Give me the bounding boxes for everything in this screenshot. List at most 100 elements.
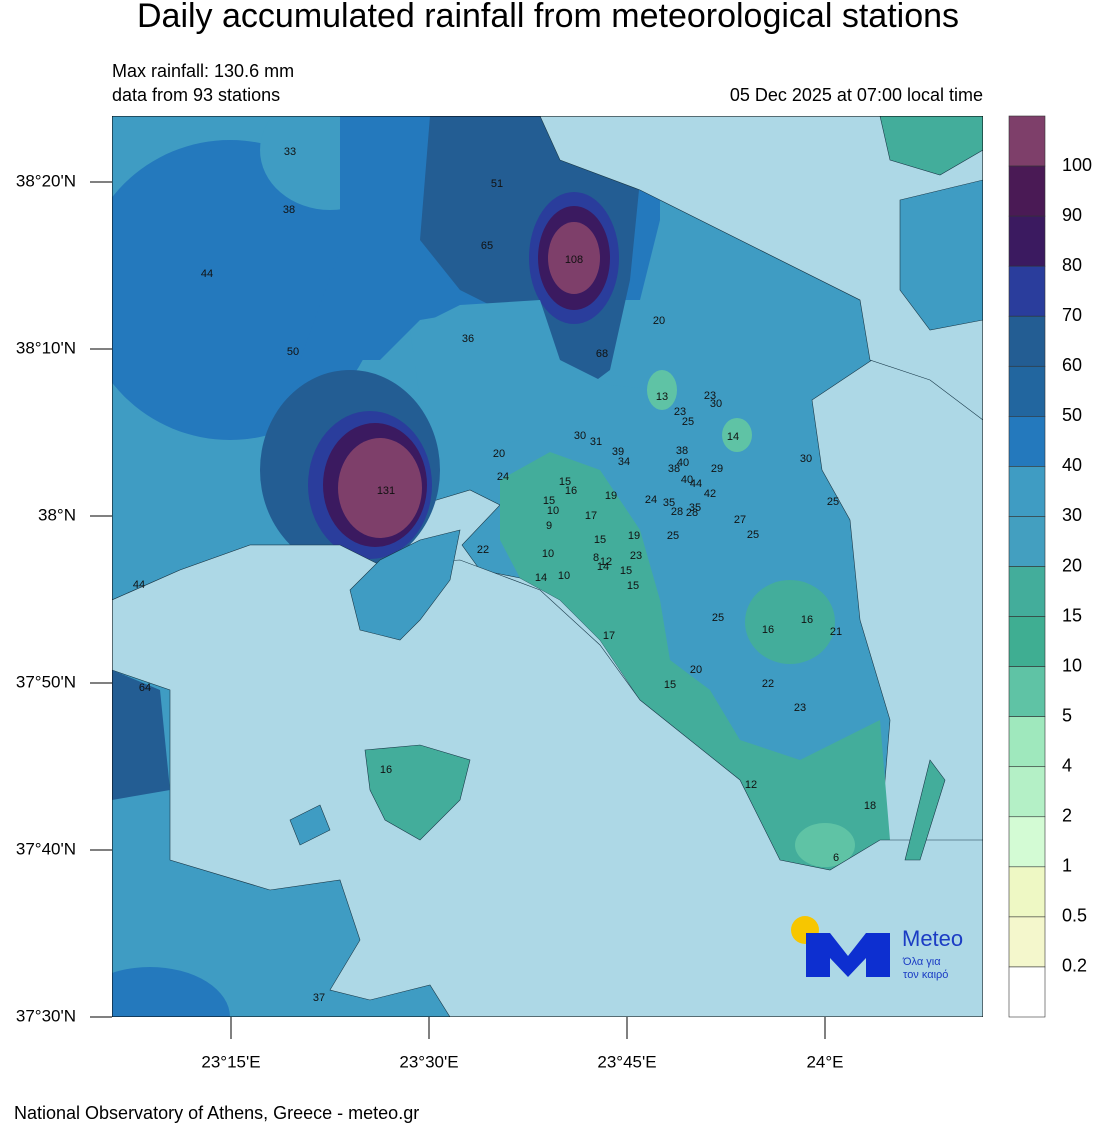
- colorbar-label: 15: [1062, 605, 1082, 625]
- contour-50: [112, 670, 170, 800]
- station-value: 16: [380, 764, 392, 776]
- colorbar-box: [1008, 966, 1046, 1018]
- colorbar-label: 40: [1062, 455, 1082, 475]
- colorbar-box: [1008, 115, 1046, 167]
- lat-tick-label: 37°30'N: [16, 1006, 76, 1025]
- colorbar-label: 90: [1062, 205, 1082, 225]
- logo-m: [806, 933, 890, 977]
- station-value: 27: [734, 514, 746, 526]
- footer: National Observatory of Athens, Greece -…: [14, 1103, 419, 1123]
- lat-tick-label: 38°N: [38, 505, 76, 524]
- colorbar-box: [1008, 916, 1046, 968]
- colorbar-box: [1008, 816, 1046, 868]
- max-rainfall: Max rainfall: 130.6 mm: [112, 61, 294, 81]
- colorbar-box: [1008, 265, 1046, 317]
- lon-tick-label: 23°30'E: [399, 1052, 458, 1071]
- colorbar-box: [1008, 716, 1046, 768]
- colorbar-label: 100: [1062, 155, 1092, 175]
- station-value: 131: [377, 485, 395, 497]
- station-value: 24: [645, 494, 657, 506]
- island-land: [289, 804, 331, 846]
- colorbar-box: [1008, 315, 1046, 367]
- station-value: 12: [600, 556, 612, 568]
- station-value: 14: [535, 572, 547, 584]
- station-value: 25: [827, 496, 839, 508]
- colorbar-box: [1008, 766, 1046, 818]
- station-value: 33: [284, 146, 296, 158]
- colorbar-box: [1008, 866, 1046, 918]
- station-value: 65: [481, 240, 493, 252]
- colorbar-label: 5: [1062, 705, 1072, 725]
- station-value: 25: [747, 529, 759, 541]
- station-value: 17: [585, 510, 597, 522]
- station-value: 19: [628, 530, 640, 542]
- station-value: 64: [139, 682, 151, 694]
- station-value: 44: [201, 268, 213, 280]
- station-value: 8: [593, 552, 599, 564]
- stations-note: data from 93 stations: [112, 85, 280, 105]
- station-value: 23: [674, 406, 686, 418]
- colorbar-label: 50: [1062, 405, 1082, 425]
- station-value: 38: [668, 463, 680, 475]
- station-value: 15: [627, 580, 639, 592]
- colorbar-box: [1008, 616, 1046, 667]
- station-value: 25: [667, 530, 679, 542]
- station-value: 42: [704, 488, 716, 500]
- station-value: 22: [762, 678, 774, 690]
- station-value: 14: [597, 561, 609, 573]
- station-value: 30: [710, 398, 722, 410]
- station-value: 22: [477, 544, 489, 556]
- contour-10: [722, 418, 752, 452]
- station-value: 30: [574, 430, 586, 442]
- lat-tick-label: 38°10'N: [16, 338, 76, 357]
- colorbar-label: 2: [1062, 806, 1072, 826]
- island-land: [899, 179, 983, 331]
- station-value: 10: [558, 570, 570, 582]
- station-value: 50: [287, 346, 299, 358]
- station-value: 15: [543, 495, 555, 507]
- station-value: 40: [681, 474, 693, 486]
- station-value: 16: [801, 614, 813, 626]
- station-value: 28: [686, 507, 698, 519]
- station-value: 18: [864, 800, 876, 812]
- island-land: [879, 116, 983, 176]
- station-value: 20: [690, 664, 702, 676]
- station-value: 15: [594, 534, 606, 546]
- station-value: 20: [653, 315, 665, 327]
- station-value: 28: [671, 506, 683, 518]
- lat-tick-label: 37°50'N: [16, 672, 76, 691]
- station-value: 16: [762, 624, 774, 636]
- station-value: 30: [800, 453, 812, 465]
- colorbar-label: 0.2: [1062, 956, 1087, 976]
- station-value: 44: [690, 478, 702, 490]
- colorbar-box: [1008, 516, 1046, 567]
- station-value: 38: [283, 204, 295, 216]
- colorbar-label: 1: [1062, 856, 1072, 876]
- lat-tick-label: 37°40'N: [16, 839, 76, 858]
- contour-20: [745, 580, 835, 664]
- peloponnese: [112, 669, 451, 1017]
- colorbar-label: 60: [1062, 355, 1082, 375]
- station-value: 51: [491, 178, 503, 190]
- logo: Meteo Όλα για τον καιρό: [791, 916, 963, 981]
- colorbar-box: [1008, 416, 1046, 467]
- contour-30: [410, 300, 700, 460]
- station-value: 23: [794, 702, 806, 714]
- station-value: 34: [618, 456, 630, 468]
- station-value: 10: [542, 548, 554, 560]
- station-value: 15: [559, 476, 571, 488]
- contour-10: [647, 370, 677, 410]
- station-value: 68: [596, 348, 608, 360]
- station-value: 36: [462, 333, 474, 345]
- station-value: 14: [727, 431, 739, 443]
- salamis: [349, 529, 461, 641]
- station-value: 16: [565, 485, 577, 497]
- station-value: 25: [682, 416, 694, 428]
- sea: [539, 116, 983, 421]
- station-value: 15: [664, 679, 676, 691]
- station-value: 108: [565, 254, 583, 266]
- colorbar-box: [1008, 566, 1046, 617]
- colorbar-box: [1008, 215, 1046, 267]
